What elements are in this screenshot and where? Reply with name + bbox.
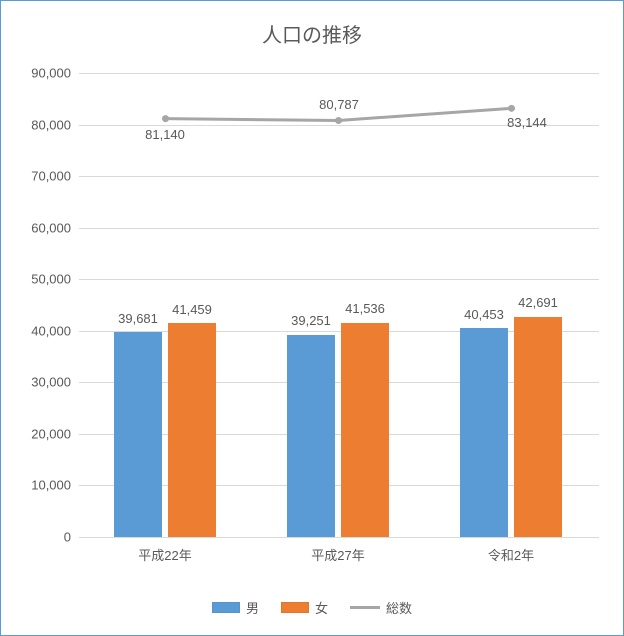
x-tick-1: 平成27年 bbox=[311, 545, 364, 564]
y-tick-7: 70,000 bbox=[11, 169, 71, 184]
y-tick-9: 90,000 bbox=[11, 66, 71, 81]
label-total-1: 80,787 bbox=[319, 97, 359, 112]
legend-label-female: 女 bbox=[315, 598, 328, 617]
y-tick-2: 20,000 bbox=[11, 426, 71, 441]
legend-swatch-total bbox=[350, 606, 380, 609]
legend-item-male: 男 bbox=[212, 598, 259, 617]
plot-area: 39,681 41,459 39,251 41,536 40,453 42,69… bbox=[79, 73, 599, 537]
label-total-2: 83,144 bbox=[507, 115, 547, 130]
legend-item-female: 女 bbox=[281, 598, 328, 617]
legend-swatch-male bbox=[212, 602, 240, 613]
legend-swatch-female bbox=[281, 602, 309, 613]
x-tick-2: 令和2年 bbox=[488, 545, 534, 564]
y-tick-3: 30,000 bbox=[11, 375, 71, 390]
y-tick-1: 10,000 bbox=[11, 478, 71, 493]
y-tick-6: 60,000 bbox=[11, 220, 71, 235]
gridline bbox=[79, 537, 599, 538]
legend-label-total: 総数 bbox=[386, 598, 412, 617]
legend-label-male: 男 bbox=[246, 598, 259, 617]
y-tick-5: 50,000 bbox=[11, 272, 71, 287]
y-tick-4: 40,000 bbox=[11, 323, 71, 338]
y-tick-0: 0 bbox=[11, 530, 71, 545]
chart-container: 人口の推移 0 10,000 20,000 30,000 40,000 50,0… bbox=[0, 0, 624, 636]
legend: 男 女 総数 bbox=[1, 598, 623, 617]
x-tick-0: 平成22年 bbox=[138, 545, 191, 564]
chart-title: 人口の推移 bbox=[1, 1, 623, 48]
line-total bbox=[79, 73, 599, 537]
y-tick-8: 80,000 bbox=[11, 117, 71, 132]
label-total-0: 81,140 bbox=[145, 127, 185, 142]
legend-item-total: 総数 bbox=[350, 598, 412, 617]
